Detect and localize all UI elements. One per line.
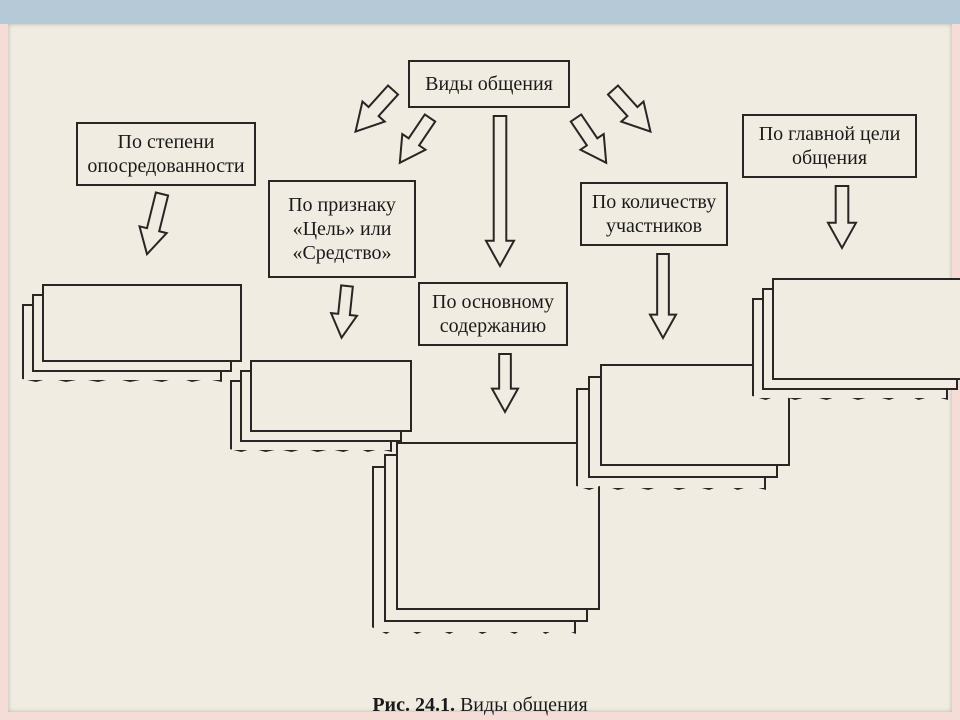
category-box-label: По главной цели общения [744,122,915,170]
arrow-root-cat3 [486,116,514,266]
figure-caption-text: Виды общения [460,694,588,716]
result-stack-res2: Деловое, личностное [230,360,412,452]
arrow-cat2-res2 [329,285,360,339]
result-stack-res1: Непосредственное, опосредованное [22,284,242,382]
arrow-cat5-res5 [828,186,856,248]
arrow-cat3-res3 [492,354,518,412]
category-box-label: По основному содержанию [420,290,566,338]
figure-caption: Рис. 24.1. Виды общения [0,694,960,717]
root-box-root: Виды общения [408,60,570,108]
category-box-label: По степени опосредованности [78,130,254,178]
category-box-label: По количеству участников [582,190,726,238]
category-box-cat2: По признаку «Цель» или «Средство» [268,180,416,278]
category-box-label: По признаку «Цель» или «Средство» [270,193,414,265]
header-bar [0,0,960,24]
root-box-label: Виды общения [425,72,553,96]
arrow-cat4-res4 [650,254,676,338]
category-box-cat4: По количеству участников [580,182,728,246]
result-stack-res3: Когнитивное, эмоциональное, материальное… [372,442,600,634]
figure-caption-label: Рис. 24.1. [372,694,455,716]
category-box-cat3: По основному содержанию [418,282,568,346]
category-box-cat1: По степени опосредованности [76,122,256,186]
result-stack-res5: Коммуникативное, перцептивное, интеракти… [752,278,960,400]
category-box-cat5: По главной цели общения [742,114,917,178]
slide: Виды общения По степени опосредованности П… [0,0,960,720]
